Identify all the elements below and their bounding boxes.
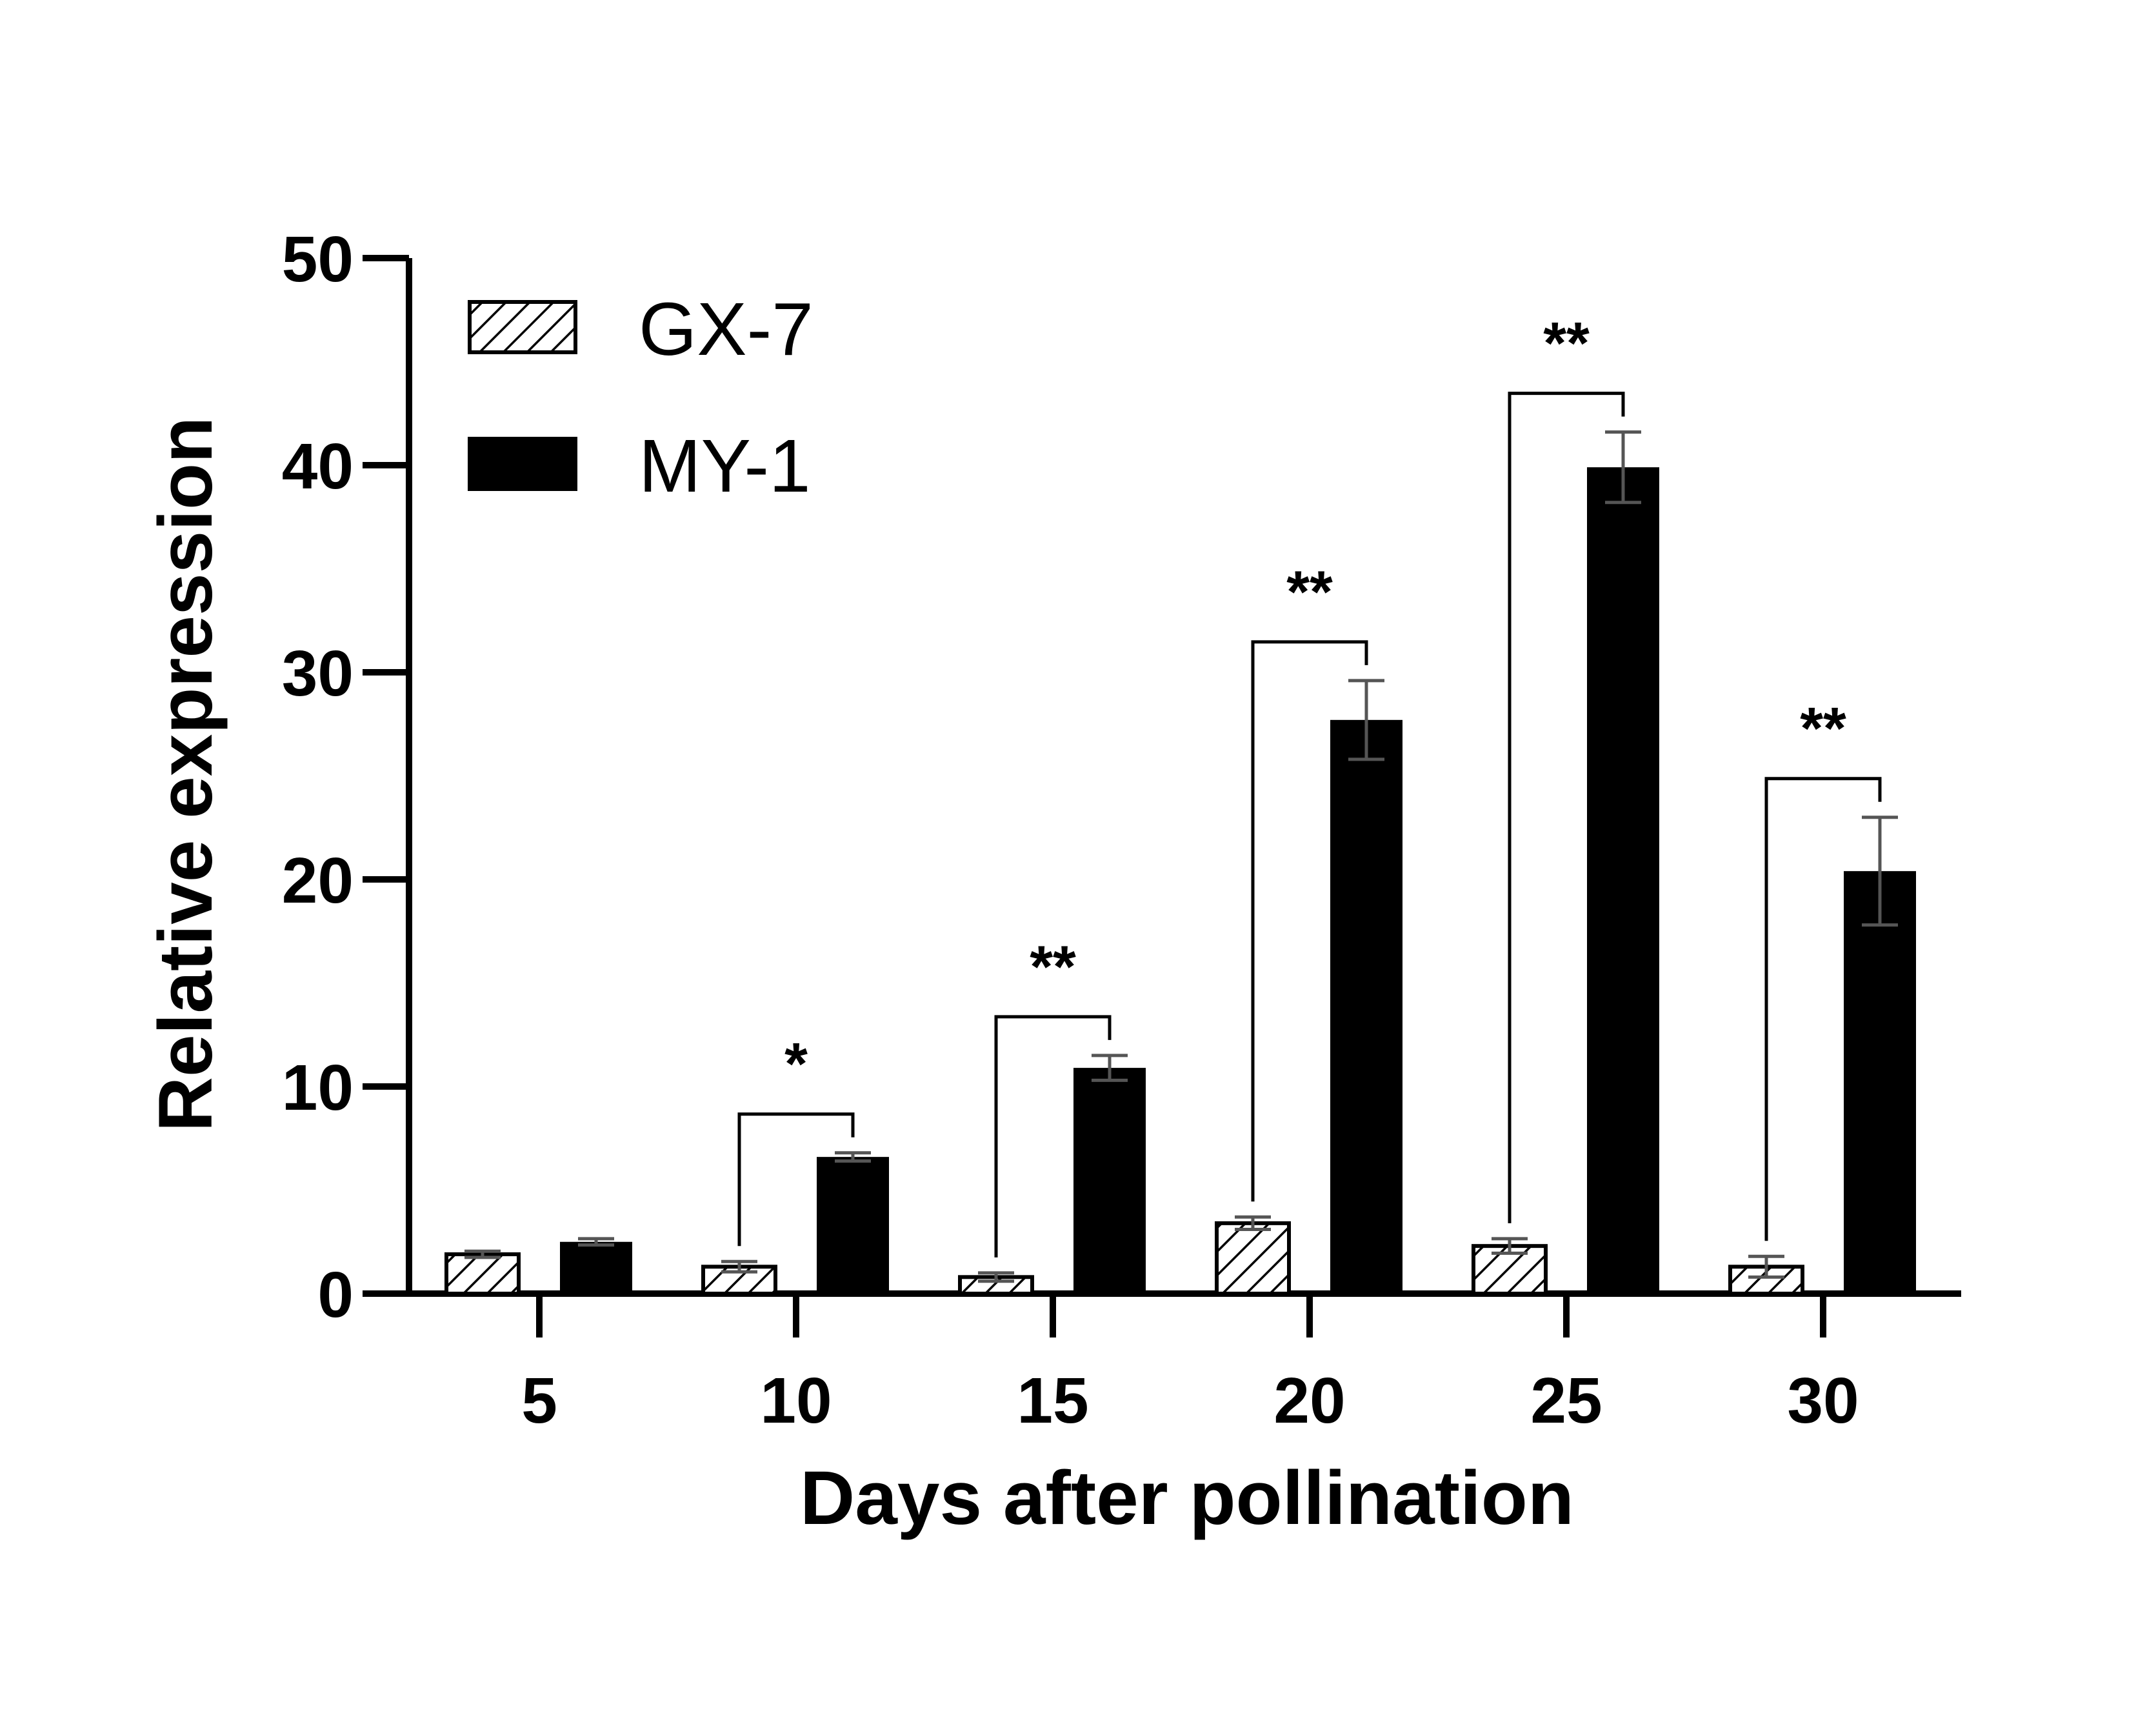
- bar-my1: [560, 1241, 632, 1294]
- significance-bracket: **: [994, 934, 1112, 1257]
- x-tick-label: 10: [760, 1365, 832, 1437]
- bar-gx7: [1215, 1221, 1291, 1296]
- axes: 0 10 20 30 40 50 5 10 15 20 25 30: [282, 223, 1961, 1437]
- error-bar: [464, 1249, 501, 1259]
- bar-my1: [1330, 719, 1402, 1294]
- bar-my1: [817, 1157, 889, 1294]
- significance-label: **: [1030, 934, 1076, 1000]
- y-tick-label: 20: [282, 845, 354, 917]
- significance-bracket: **: [1508, 311, 1625, 1223]
- y-tick-label: 50: [282, 223, 354, 296]
- bars: [444, 467, 1916, 1296]
- error-bar: [1092, 1054, 1128, 1082]
- error-bar: [1492, 1237, 1528, 1255]
- legend: GX-7 MY-1: [468, 287, 813, 508]
- significance-label: **: [1800, 696, 1846, 762]
- legend-swatch-my1: [468, 437, 577, 491]
- significance-brackets: *********: [737, 311, 1882, 1257]
- bar-my1: [1844, 871, 1916, 1294]
- significance-label: *: [784, 1032, 808, 1097]
- bar-my1: [1587, 467, 1659, 1294]
- error-bar: [1605, 430, 1641, 505]
- error-bar: [1348, 679, 1384, 761]
- error-bar: [1862, 816, 1898, 927]
- legend-swatch-gx7: [468, 300, 577, 354]
- x-tick-label: 5: [521, 1365, 557, 1437]
- y-axis-title: Relative expression: [143, 417, 228, 1132]
- significance-label: **: [1286, 559, 1333, 625]
- y-tick-label: 10: [282, 1052, 354, 1124]
- x-axis-title: Days after pollination: [800, 1456, 1574, 1541]
- bar-my1: [1073, 1068, 1146, 1294]
- significance-bracket: **: [1764, 696, 1882, 1241]
- error-bar: [721, 1259, 757, 1274]
- error-bar: [978, 1271, 1014, 1283]
- error-bar: [1748, 1254, 1784, 1279]
- significance-label: **: [1543, 311, 1590, 377]
- significance-bracket: **: [1251, 559, 1368, 1202]
- x-tick-label: 20: [1273, 1365, 1345, 1437]
- x-tick-label: 30: [1787, 1365, 1859, 1437]
- y-tick-label: 40: [282, 430, 354, 503]
- error-bar: [578, 1237, 614, 1247]
- error-bars: [464, 430, 1898, 1283]
- significance-bracket: *: [737, 1032, 855, 1247]
- error-bar: [835, 1151, 871, 1163]
- x-tick-label: 25: [1530, 1365, 1602, 1437]
- bar-gx7: [444, 1252, 521, 1296]
- legend-label-my1: MY-1: [639, 424, 811, 508]
- y-tick-label: 30: [282, 637, 354, 710]
- legend-label-gx7: GX-7: [639, 287, 813, 371]
- y-tick-label: 0: [317, 1259, 354, 1331]
- x-tick-label: 15: [1017, 1365, 1088, 1437]
- error-bar: [1235, 1215, 1271, 1231]
